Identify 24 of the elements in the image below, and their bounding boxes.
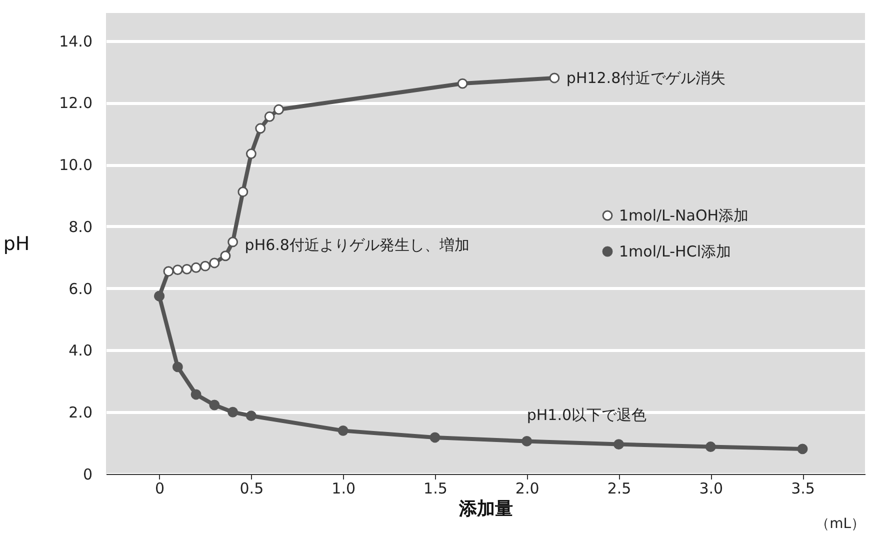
- y-tick-label: 12.0: [59, 94, 92, 112]
- x-tick-label: 0.5: [240, 480, 264, 498]
- y-tick-label: 8.0: [68, 218, 92, 236]
- y-tick-label: 10.0: [59, 156, 92, 174]
- x-axis-title: 添加量: [458, 498, 513, 520]
- y-tick-label: 14.0: [59, 32, 92, 50]
- y-axis-title: pH: [3, 233, 30, 255]
- x-tick-label: 1.5: [424, 480, 448, 498]
- y-tick-label: 6.0: [68, 280, 92, 298]
- x-tick-label: 2.0: [515, 480, 540, 498]
- x-tick-label: 3.0: [699, 480, 724, 498]
- text: （mL）: [816, 516, 865, 532]
- x-tick-label: 3.5: [791, 480, 815, 498]
- x-tick-label: 2.5: [607, 480, 632, 498]
- y-tick-label: 2.0: [68, 404, 92, 422]
- annotation: pH6.8付近よりゲル発生し、増加: [244, 236, 470, 254]
- annotation: pH1.0以下で退色: [526, 406, 647, 424]
- x-tick-label: 0: [155, 480, 165, 498]
- y-tick-label: 0: [82, 466, 92, 484]
- legend-label: 1mol/L-NaOH添加: [619, 206, 749, 224]
- annotation: pH12.8付近でゲル消失: [566, 68, 726, 87]
- legend-label: 1mol/L-HCl添加: [619, 242, 731, 260]
- x-tick-label: 1.0: [332, 480, 356, 498]
- y-tick-label: 4.0: [68, 342, 92, 360]
